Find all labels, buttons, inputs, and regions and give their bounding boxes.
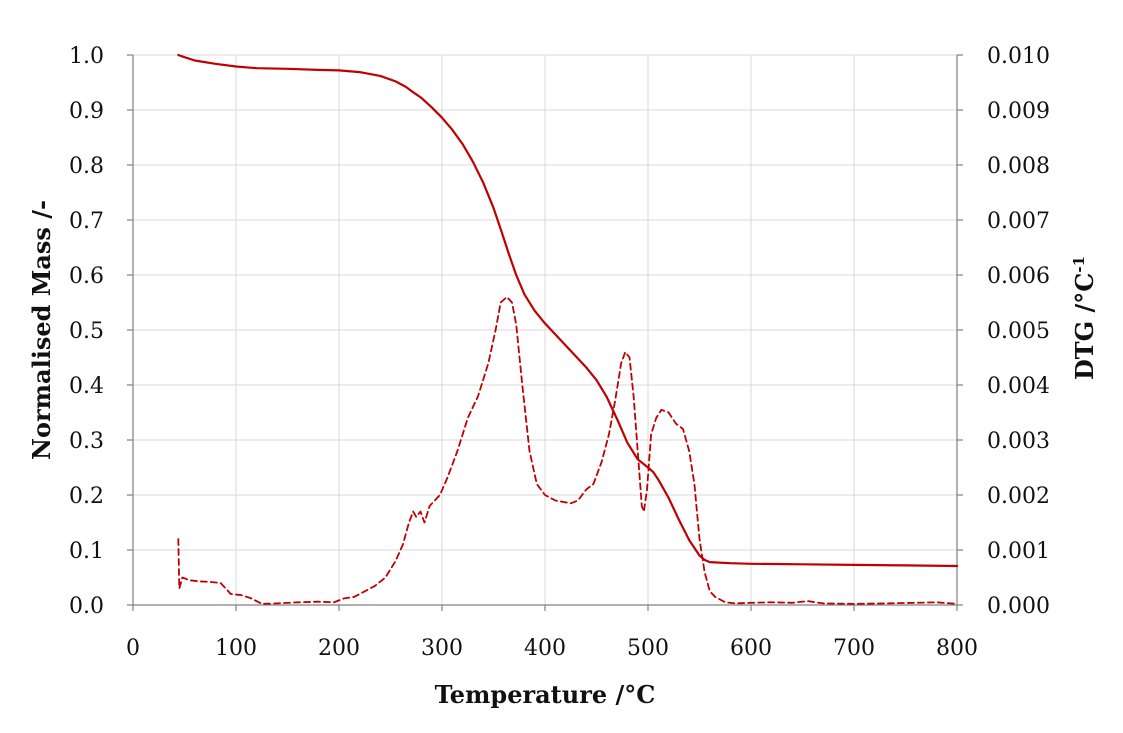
x-axis-title: Temperature /°C (435, 680, 656, 709)
y-axis-title-left: Normalised Mass /- (27, 200, 56, 460)
y-tick-label-left: 0.2 (69, 484, 104, 509)
y-tick-label-right: 0.000 (987, 594, 1050, 619)
y-tick-label-left: 0.4 (69, 374, 104, 399)
y-tick-label-right: 0.001 (987, 539, 1050, 564)
y-tick-label-right: 0.005 (987, 319, 1050, 344)
y-tick-label-left: 0.6 (69, 264, 104, 289)
grid-lines (133, 54, 958, 605)
axes (127, 54, 963, 611)
y-tick-label-left: 0.8 (69, 154, 104, 179)
x-tick-label: 300 (421, 636, 463, 661)
y-tick-label-left: 0.7 (69, 209, 104, 234)
y2-title-main: DTG /°C (1070, 273, 1099, 380)
y-tick-label-left: 0.5 (69, 319, 104, 344)
y-tick-label-left: 1.0 (69, 44, 104, 69)
mass-series-line (177, 53, 959, 568)
x-tick-label: 400 (524, 636, 566, 661)
y-tick-label-left: 0.9 (69, 99, 104, 124)
y-tick-label-right: 0.008 (987, 154, 1050, 179)
x-tick-label: 100 (215, 636, 257, 661)
y-tick-label-left: 0.3 (69, 429, 104, 454)
x-tick-label: 500 (627, 636, 669, 661)
x-tick-label: 600 (730, 636, 772, 661)
series-lines (177, 53, 959, 605)
x-tick-label: 700 (833, 636, 875, 661)
y-tick-label-left: 0.0 (69, 594, 104, 619)
x-tick-label: 800 (936, 636, 978, 661)
y2-title-superscript: -1 (1070, 256, 1088, 273)
y-tick-label-right: 0.010 (987, 44, 1050, 69)
y-tick-label-right: 0.009 (987, 99, 1050, 124)
x-tick-label: 200 (318, 636, 360, 661)
x-tick-label: 0 (126, 636, 140, 661)
y-tick-label-right: 0.002 (987, 484, 1050, 509)
tick-labels: 0 100 200 300 400 500 600 700 800 0.0 0.1 0.2 0.3 0.4… (69, 44, 1050, 661)
y-tick-label-left: 0.1 (69, 539, 104, 564)
y-tick-label-right: 0.004 (987, 374, 1050, 399)
y-tick-label-right: 0.007 (987, 209, 1050, 234)
y-tick-label-right: 0.006 (987, 264, 1050, 289)
y-tick-label-right: 0.003 (987, 429, 1050, 454)
y-axis-title-right: DTG /°C-1 (1070, 256, 1099, 380)
dtg-series-line (177, 296, 958, 605)
